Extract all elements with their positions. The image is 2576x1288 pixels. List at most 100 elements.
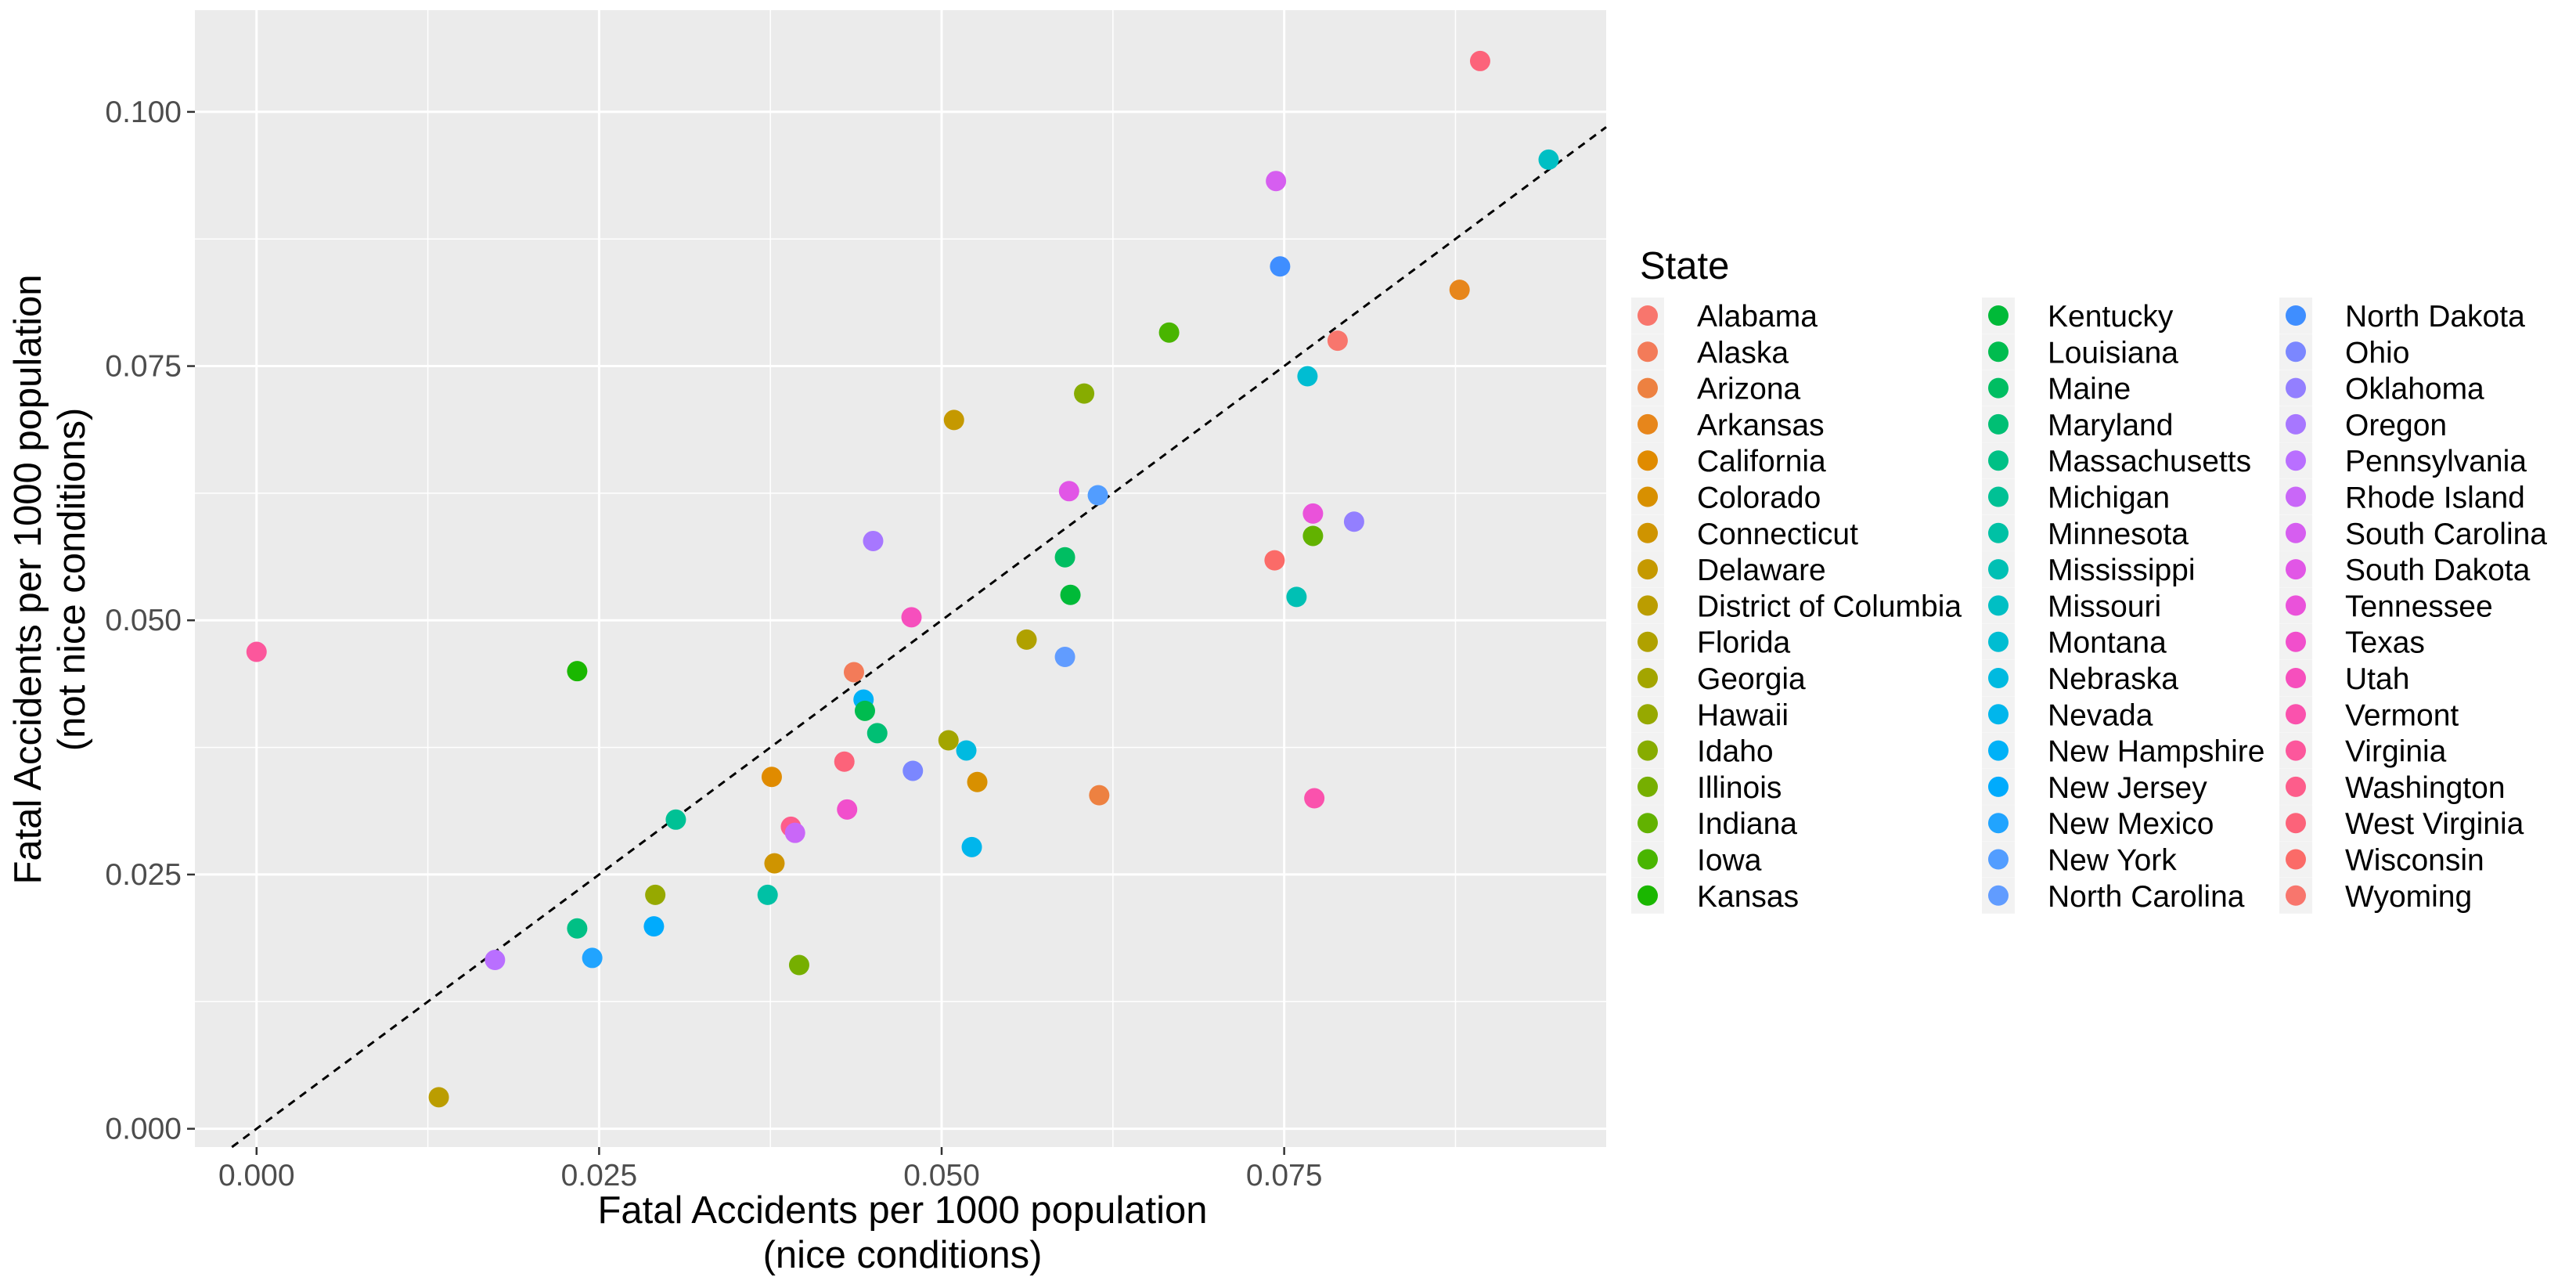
data-point: [485, 950, 506, 971]
legend-label: Alaska: [1697, 336, 1789, 370]
data-point: [1054, 547, 1075, 568]
y-tick-label: 0.050: [105, 604, 182, 637]
data-point: [1297, 366, 1318, 387]
minor-gridlines: [195, 10, 1606, 1147]
legend-label: Kansas: [1697, 880, 1799, 914]
legend-key: [1637, 450, 1658, 471]
legend-label: Texas: [2345, 626, 2425, 660]
data-point: [1264, 550, 1285, 571]
data-point: [1058, 481, 1079, 502]
legend-label: Arizona: [1697, 373, 1801, 406]
x-tick-label: 0.050: [903, 1159, 980, 1192]
data-point: [901, 607, 922, 628]
legend-label: Illinois: [1697, 771, 1782, 805]
data-point: [961, 836, 982, 857]
legend-label: Mississippi: [2048, 554, 2196, 587]
legend-label: Washington: [2345, 771, 2506, 805]
legend-key: [1988, 704, 2009, 725]
legend-key: [2286, 522, 2306, 543]
legend-key: [1988, 776, 2009, 797]
legend-label: Tennessee: [2345, 590, 2493, 623]
legend-label: Maine: [2048, 373, 2131, 406]
data-point: [428, 1087, 449, 1108]
legend-key: [1988, 305, 2009, 326]
data-point: [938, 730, 959, 751]
legend: State AlabamaAlaskaArizonaArkansasCalifo…: [1631, 245, 2547, 914]
legend-title: State: [1640, 245, 1729, 287]
x-axis-title-line-2: (nice conditions): [763, 1234, 1043, 1276]
legend-key: [1637, 885, 1658, 906]
legend-key: [1988, 413, 2009, 435]
data-point: [1286, 586, 1307, 608]
legend-label: Georgia: [1697, 662, 1806, 696]
legend-label: Hawaii: [1697, 698, 1789, 732]
data-point: [1469, 50, 1490, 71]
legend-label: Iowa: [1697, 844, 1762, 878]
legend-key: [1637, 776, 1658, 797]
legend-label: Oklahoma: [2345, 373, 2484, 406]
data-point: [788, 954, 809, 976]
data-point: [837, 799, 858, 820]
legend-key: [1637, 413, 1658, 435]
legend-label: Alabama: [1697, 300, 1818, 334]
data-point: [1538, 149, 1559, 170]
legend-label: North Dakota: [2345, 300, 2525, 334]
legend-label: South Carolina: [2345, 518, 2547, 551]
legend-key: [1988, 522, 2009, 543]
legend-key: [1637, 849, 1658, 870]
data-point: [863, 530, 884, 551]
data-point: [761, 767, 782, 788]
legend-label: Wyoming: [2345, 880, 2472, 914]
x-axis: 0.000 0.025 0.050 0.075: [218, 1147, 1322, 1192]
legend-key: [2286, 776, 2306, 797]
legend-label: Idaho: [1697, 735, 1774, 769]
data-point: [665, 809, 686, 830]
legend-key: [2286, 849, 2306, 870]
legend-label: Connecticut: [1697, 518, 1858, 551]
legend-key: [1637, 740, 1658, 761]
data-point: [1302, 525, 1324, 547]
legend-key: [1637, 595, 1658, 616]
legend-key: [1637, 631, 1658, 652]
data-point: [1054, 647, 1075, 668]
legend-label: Colorado: [1697, 482, 1821, 515]
data-point: [854, 700, 875, 721]
legend-key: [1988, 450, 2009, 471]
data-point: [567, 918, 588, 939]
y-axis-title: Fatal Accidents per 1000 population (not…: [7, 274, 93, 884]
y-tick-label: 0.025: [105, 858, 182, 892]
legend-key: [1637, 486, 1658, 507]
legend-key: [2286, 885, 2306, 906]
legend-key: [1988, 631, 2009, 652]
data-point: [1302, 503, 1324, 524]
legend-label: Virginia: [2345, 735, 2447, 769]
data-point: [1266, 171, 1287, 192]
legend-label: Wisconsin: [2345, 844, 2484, 878]
legend-key: [2286, 813, 2306, 834]
y-tick-label: 0.100: [105, 96, 182, 129]
legend-label: District of Columbia: [1697, 590, 1962, 623]
legend-label: New Hampshire: [2048, 735, 2264, 769]
legend-key: [1637, 305, 1658, 326]
legend-label: Pennsylvania: [2345, 445, 2527, 478]
data-point: [967, 771, 988, 792]
legend-label: California: [1697, 445, 1826, 478]
legend-key: [1988, 668, 2009, 688]
legend-key: [2286, 631, 2306, 652]
legend-label: Montana: [2048, 626, 2167, 660]
legend-key: [2286, 450, 2306, 471]
data-point: [645, 884, 666, 905]
data-point: [1074, 383, 1095, 404]
reference-line: [231, 126, 1607, 1149]
legend-label: Kentucky: [2048, 300, 2174, 334]
legend-key: [1988, 559, 2009, 580]
x-axis-title: Fatal Accidents per 1000 population (nic…: [597, 1189, 1207, 1276]
data-point: [903, 760, 924, 781]
legend-key: [1988, 486, 2009, 507]
legend-label: Nevada: [2048, 698, 2153, 732]
legend-label: Oregon: [2345, 409, 2447, 442]
data-point: [943, 409, 964, 431]
legend-label: Louisiana: [2048, 336, 2178, 370]
legend-label: Utah: [2345, 662, 2409, 696]
